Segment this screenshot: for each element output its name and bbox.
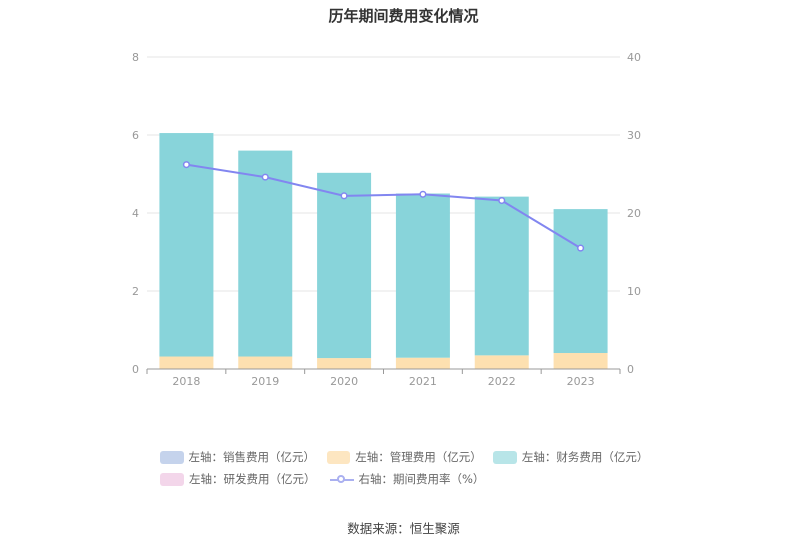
legend-swatch-rnd — [160, 472, 184, 486]
right-tick-label: 0 — [627, 363, 634, 376]
bar-2019-s1 — [238, 356, 293, 369]
legend-label-rnd: 左轴：研发费用（亿元） — [189, 472, 316, 486]
right-tick-label: 40 — [627, 51, 641, 64]
bar-2020-s1 — [317, 358, 372, 369]
right-tick-label: 20 — [627, 207, 641, 220]
right-tick-label: 10 — [627, 285, 641, 298]
left-tick-label: 4 — [132, 207, 139, 220]
bar-layer — [159, 133, 608, 369]
data-source: 数据来源：恒生聚源 — [347, 521, 460, 536]
left-tick-label: 8 — [132, 51, 139, 64]
x-tick-label: 2019 — [251, 375, 279, 388]
bar-2023-s2 — [553, 209, 608, 354]
legend-label-finance: 左轴：财务费用（亿元） — [521, 450, 649, 464]
bar-2022-s2 — [474, 196, 529, 356]
legend-swatch-admin — [326, 450, 351, 464]
x-tick-label: 2023 — [567, 375, 595, 388]
axis-layer: 0 2 4 6 8 0 10 20 30 40 2018 2019 2020 2021 2022 2023 — [132, 51, 641, 388]
line-layer — [182, 161, 585, 252]
expense-ratio-point-2021 — [419, 190, 427, 198]
expense-ratio-point-2019 — [261, 173, 269, 181]
legend-swatch-sales — [160, 450, 184, 464]
legend-line-icon — [329, 473, 354, 486]
x-tick-label: 2022 — [488, 375, 516, 388]
bar-2019-s2 — [238, 150, 293, 357]
legend-swatch-finance — [493, 450, 517, 464]
left-tick-label: 0 — [132, 363, 139, 376]
legend-label-sales: 左轴：销售费用（亿元） — [188, 450, 316, 464]
bar-2018-s2 — [159, 133, 214, 357]
left-tick-label: 2 — [132, 285, 139, 298]
bar-2022-s1 — [474, 355, 529, 369]
bar-2023-s1 — [553, 353, 608, 369]
x-tick-label: 2018 — [172, 375, 200, 388]
expense-ratio-point-2020 — [340, 192, 348, 200]
legend-item-finance[interactable]: 左轴：财务费用（亿元） — [493, 449, 649, 465]
legend-label-expense-ratio: 右轴：期间费用率（%） — [358, 472, 485, 486]
expense-ratio-line — [186, 163, 582, 249]
bar-2020-s2 — [317, 172, 372, 359]
right-tick-label: 30 — [627, 129, 641, 142]
legend: 左轴：销售费用（亿元） 左轴：管理费用（亿元） 左轴：财务费用（亿元） 左轴：研… — [160, 446, 660, 490]
expense-ratio-point-2022 — [498, 196, 506, 205]
legend-item-sales[interactable]: 左轴：销售费用（亿元） — [160, 449, 316, 465]
legend-item-admin[interactable]: 左轴：管理费用（亿元） — [326, 449, 482, 465]
x-tick-label: 2021 — [409, 375, 437, 388]
grid-lines — [147, 56, 620, 292]
legend-item-rnd[interactable]: 左轴：研发费用（亿元） — [160, 471, 316, 487]
legend-item-expense-ratio[interactable]: 右轴：期间费用率（%） — [329, 471, 485, 487]
bar-2021-s2 — [395, 193, 450, 358]
left-tick-label: 6 — [132, 129, 139, 142]
bar-2018-s1 — [159, 356, 214, 369]
x-tick-label: 2020 — [330, 375, 358, 388]
chart-title: 历年期间费用变化情况 — [328, 7, 479, 25]
expense-ratio-point-2018 — [182, 161, 190, 169]
legend-label-admin: 左轴：管理费用（亿元） — [355, 450, 482, 464]
bar-2021-s1 — [395, 357, 450, 369]
expense-ratio-point-2023 — [577, 244, 585, 252]
